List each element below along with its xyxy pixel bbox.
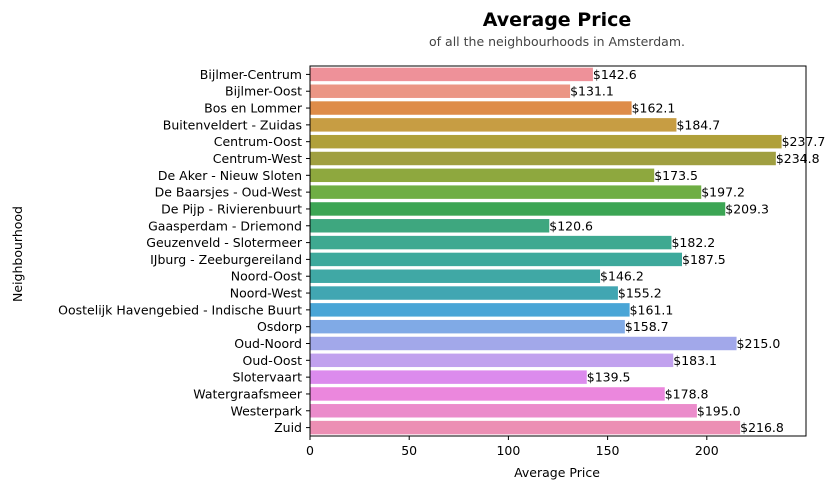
bar <box>310 101 632 115</box>
x-tick-label: 100 <box>496 443 520 458</box>
y-tick-label: De Baarsjes - Oud-West <box>155 185 302 200</box>
y-tick-label: Slotervaart <box>232 370 302 385</box>
y-tick-label: Geuzenveld - Slotermeer <box>146 235 303 250</box>
bar <box>310 118 677 132</box>
y-tick-label: Oud-Noord <box>234 336 302 351</box>
data-label: $146.2 <box>600 269 644 284</box>
y-tick-label: Bijlmer-Oost <box>225 84 302 99</box>
bar <box>310 387 665 401</box>
data-label: $155.2 <box>618 286 662 301</box>
x-tick-label: 200 <box>695 443 719 458</box>
data-label: $173.5 <box>654 168 698 183</box>
y-tick-label: De Aker - Nieuw Sloten <box>158 168 302 183</box>
bar <box>310 286 618 300</box>
y-axis-ticks: Bijlmer-Centrum Bijlmer-Oost Bos en Lommer… <box>58 67 310 435</box>
data-label: $197.2 <box>701 185 745 200</box>
data-label: $216.8 <box>740 420 784 435</box>
bar <box>310 303 630 317</box>
y-tick-label: Bos en Lommer <box>204 101 303 116</box>
y-tick-label: Centrum-West <box>213 151 302 166</box>
y-axis-label: Neighbourhood <box>10 206 25 302</box>
bar <box>310 336 737 351</box>
data-label: $161.1 <box>630 302 674 317</box>
data-label: $158.7 <box>625 319 669 334</box>
data-label: $162.1 <box>632 101 676 116</box>
y-tick-label: Noord-Oost <box>231 269 302 284</box>
bar <box>310 134 782 149</box>
data-label: $237.7 <box>782 134 826 149</box>
x-tick-label: 0 <box>306 443 314 458</box>
y-tick-label: Zuid <box>274 420 302 435</box>
data-label: $234.8 <box>776 151 820 166</box>
chart-subtitle: of all the neighbourhoods in Amsterdam. <box>429 34 685 49</box>
data-label: $178.8 <box>665 386 709 401</box>
y-tick-label: Centrum-Oost <box>214 134 302 149</box>
bars-group: $142.6 $131.1 $162.1$184.7 $237.7 $234.8 $173… <box>310 67 825 435</box>
data-label: $183.1 <box>673 353 717 368</box>
bar <box>310 252 682 267</box>
y-tick-label: Gaasperdam - Driemond <box>148 218 302 233</box>
data-label: $139.5 <box>587 370 631 385</box>
bar <box>310 202 726 216</box>
bar <box>310 420 741 435</box>
bar <box>310 151 776 166</box>
y-tick-label: Bijlmer-Centrum <box>200 67 302 82</box>
y-tick-label: Osdorp <box>257 319 302 334</box>
data-label: $195.0 <box>697 403 741 418</box>
y-tick-label: De Pijp - Rivierenbuurt <box>161 201 302 216</box>
y-tick-label: Noord-West <box>230 286 302 301</box>
bar <box>310 404 697 418</box>
bar <box>310 370 587 384</box>
data-label: $215.0 <box>737 336 781 351</box>
y-tick-label: IJburg - Zeeburgereiland <box>150 252 302 267</box>
bar <box>310 219 550 233</box>
x-axis-label: Average Price <box>514 465 600 480</box>
x-tick-label: 150 <box>596 443 620 458</box>
data-label: $142.6 <box>593 67 637 82</box>
bar <box>310 319 625 334</box>
y-tick-label: Watergraafsmeer <box>193 386 303 401</box>
x-axis-ticks: 0 50 100 150 200 <box>306 436 719 458</box>
bar <box>310 235 672 250</box>
data-label: $184.7 <box>676 117 720 132</box>
y-tick-label: Buitenveldert - Zuidas <box>163 117 302 132</box>
bar <box>310 84 571 98</box>
bar <box>310 185 702 199</box>
bar <box>310 353 674 368</box>
bar <box>310 67 593 82</box>
data-label: $187.5 <box>682 252 726 267</box>
data-label: $120.6 <box>549 218 593 233</box>
x-tick-label: 50 <box>401 443 417 458</box>
data-label: $182.2 <box>671 235 715 250</box>
plot-frame <box>309 65 807 437</box>
data-label: $209.3 <box>725 201 769 216</box>
bar <box>310 269 601 283</box>
y-tick-label: Oostelijk Havengebied - Indische Buurt <box>58 302 302 317</box>
bar <box>310 168 655 183</box>
data-label: $131.1 <box>570 84 614 99</box>
y-tick-label: Oud-Oost <box>243 353 303 368</box>
y-tick-label: Westerpark <box>230 403 302 418</box>
chart-title: Average Price <box>483 9 632 31</box>
